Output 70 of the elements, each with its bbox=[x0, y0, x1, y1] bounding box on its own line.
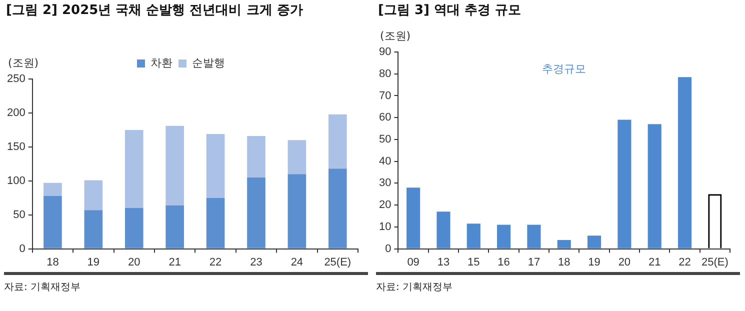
y-axis-title: (조원) bbox=[8, 56, 39, 70]
y-tick-label: 90 bbox=[378, 46, 392, 58]
y-axis-title: (조원) bbox=[380, 29, 411, 42]
x-tick-label: 22 bbox=[209, 256, 222, 268]
chart-title: [그림 3] 역대 추경 규모 bbox=[377, 2, 522, 20]
x-tick-label: 19 bbox=[588, 256, 600, 268]
bar bbox=[328, 168, 347, 248]
text: 자료: 기획재정부 bbox=[376, 272, 740, 294]
bar bbox=[678, 77, 692, 248]
legend-label: 차환 bbox=[150, 56, 172, 70]
y-tick-label: 250 bbox=[6, 73, 26, 86]
bar bbox=[466, 224, 480, 248]
bar bbox=[44, 196, 62, 248]
chart-title: [그림 2] 2025년 국채 순발행 전년대비 크게 증가 bbox=[5, 2, 304, 20]
x-tick-label: 19 bbox=[87, 256, 100, 268]
y-tick-label: 0 bbox=[19, 242, 26, 255]
legend-label: 순발행 bbox=[192, 56, 225, 70]
bar bbox=[406, 188, 420, 248]
y-tick-label: 30 bbox=[378, 177, 392, 190]
x-tick-label: 24 bbox=[290, 256, 304, 268]
bar bbox=[328, 114, 347, 169]
bar bbox=[247, 177, 266, 248]
bar bbox=[587, 236, 602, 248]
x-tick-label: 21 bbox=[648, 256, 661, 268]
y-tick-label: 70 bbox=[378, 90, 392, 102]
y-tick-label: 50 bbox=[13, 208, 26, 221]
y-tick-label: 80 bbox=[378, 68, 392, 80]
x-tick-label: 25(E) bbox=[701, 256, 728, 268]
text: 추경규모 bbox=[542, 62, 586, 76]
x-tick-label: 18 bbox=[46, 256, 59, 268]
bar bbox=[166, 205, 184, 248]
y-tick-label: 20 bbox=[378, 199, 392, 212]
y-tick-label: 200 bbox=[6, 106, 26, 119]
text: 자료: 기획재정부 bbox=[4, 272, 368, 294]
bar bbox=[247, 136, 266, 178]
bar bbox=[84, 180, 103, 210]
bar bbox=[288, 140, 306, 174]
x-tick-label: 15 bbox=[468, 256, 480, 268]
y-tick-label: 40 bbox=[378, 155, 392, 168]
y-tick-label: 100 bbox=[6, 174, 26, 187]
bar bbox=[618, 120, 632, 248]
x-tick-label: 20 bbox=[128, 256, 140, 268]
x-tick-label: 22 bbox=[678, 256, 691, 268]
x-tick-label: 17 bbox=[528, 256, 540, 268]
y-tick-label: 150 bbox=[6, 140, 26, 153]
bar bbox=[84, 210, 103, 248]
x-tick-label: 18 bbox=[558, 256, 570, 268]
bar bbox=[124, 130, 144, 208]
bar bbox=[288, 174, 306, 248]
bar bbox=[527, 224, 541, 248]
y-tick-label: 50 bbox=[378, 134, 392, 146]
x-tick-label: 16 bbox=[498, 256, 510, 268]
x-tick-label: 09 bbox=[407, 256, 420, 268]
y-tick-label: 0 bbox=[385, 242, 392, 255]
x-tick-label: 20 bbox=[618, 256, 631, 268]
bar bbox=[166, 126, 184, 206]
x-tick-label: 25(E) bbox=[324, 256, 352, 268]
bar bbox=[206, 134, 225, 198]
x-tick-label: 21 bbox=[168, 256, 181, 268]
bar bbox=[648, 124, 662, 248]
y-tick-label: 60 bbox=[378, 112, 392, 124]
bar bbox=[44, 182, 62, 196]
x-tick-label: 23 bbox=[250, 256, 262, 268]
bar bbox=[124, 208, 144, 248]
bar bbox=[557, 240, 571, 248]
x-tick-label: 13 bbox=[437, 256, 450, 268]
y-tick-label: 10 bbox=[378, 220, 392, 233]
bar bbox=[497, 224, 511, 248]
bar bbox=[436, 212, 450, 248]
bar bbox=[206, 198, 225, 248]
